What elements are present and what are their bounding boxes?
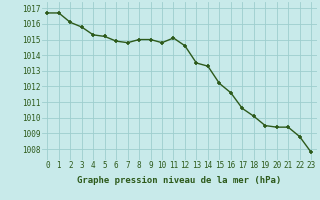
X-axis label: Graphe pression niveau de la mer (hPa): Graphe pression niveau de la mer (hPa) bbox=[77, 176, 281, 185]
